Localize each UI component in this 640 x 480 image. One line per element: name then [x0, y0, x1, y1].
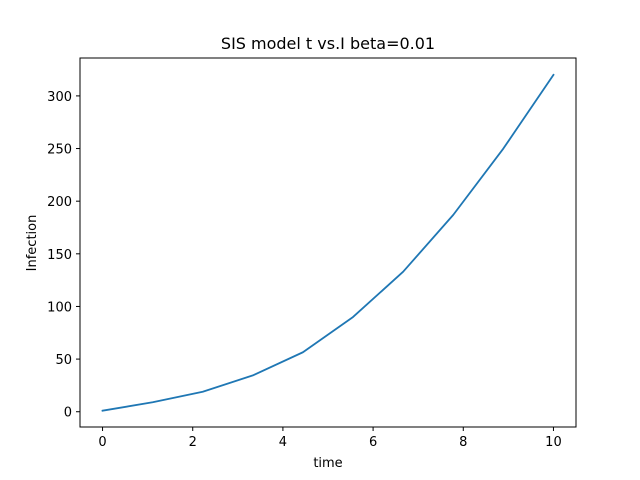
x-tick-label: 2 — [189, 435, 197, 450]
y-tick-label: 100 — [47, 300, 72, 315]
x-tick-label: 6 — [369, 435, 377, 450]
x-tick-label: 4 — [279, 435, 287, 450]
y-tick-label: 300 — [47, 90, 72, 105]
plot-frame — [79, 57, 577, 428]
x-axis: 0 2 4 6 8 10 — [98, 427, 562, 450]
y-tick-label: 250 — [47, 143, 72, 158]
series-layer — [101, 73, 555, 412]
y-tick-label: 0 — [64, 406, 72, 421]
y-axis-label: Infection — [25, 215, 40, 272]
y-tick-label: 150 — [47, 248, 72, 263]
x-tick-label: 8 — [459, 435, 467, 450]
chart-title: SIS model t vs.I beta=0.01 — [221, 34, 435, 53]
y-tick-label: 50 — [55, 353, 72, 368]
y-tick-label: 200 — [47, 195, 72, 210]
series-line — [101, 73, 555, 412]
y-axis: 0 50 100 150 200 250 300 — [47, 90, 80, 421]
x-tick-label: 0 — [98, 435, 106, 450]
x-axis-label: time — [313, 456, 342, 471]
x-tick-label: 10 — [545, 435, 562, 450]
